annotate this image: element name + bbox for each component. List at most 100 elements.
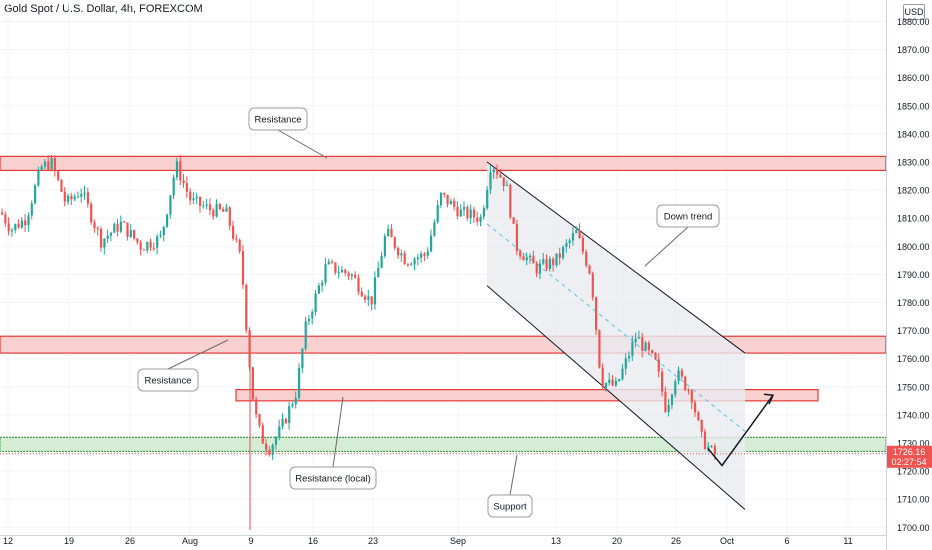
candle-body [373, 277, 377, 305]
candle [486, 186, 489, 210]
candle-body [604, 382, 608, 388]
candle-body [684, 376, 687, 390]
candle [443, 192, 446, 198]
candle [588, 264, 591, 275]
candle [123, 220, 126, 223]
candle [519, 249, 522, 260]
candle-body [545, 259, 548, 269]
candle-body [552, 258, 555, 266]
candle [505, 180, 509, 187]
candle [331, 259, 334, 265]
candle [562, 245, 565, 261]
candle-body [113, 223, 116, 233]
candle [109, 231, 113, 242]
candle-body [24, 220, 27, 226]
candle-body [314, 293, 317, 312]
candle-body [568, 240, 571, 244]
candle-body [291, 404, 294, 407]
projection-arrow [707, 394, 774, 467]
candle [301, 347, 304, 374]
candle-body [331, 261, 334, 263]
candle [43, 159, 47, 170]
down-trend-channel [486, 161, 746, 510]
candle-body [624, 358, 627, 369]
candle-body [542, 259, 545, 264]
price-badge-countdown: 02:27:54 [891, 457, 926, 467]
candle-body [707, 446, 710, 449]
candle [370, 296, 373, 311]
candle-body [532, 255, 535, 264]
candle [86, 187, 89, 208]
candle-body [139, 242, 142, 250]
y-tick-label: 1770.00 [897, 326, 930, 336]
candle [294, 391, 297, 409]
candle-body [529, 255, 532, 258]
candle [538, 259, 542, 280]
currency-badge[interactable]: USD [903, 4, 925, 20]
x-tick-label: 6 [784, 536, 789, 546]
candle [423, 251, 426, 262]
candle [271, 443, 274, 460]
candle [67, 193, 70, 205]
candle-body [133, 230, 136, 239]
candle [93, 219, 96, 233]
candle-body [601, 367, 604, 388]
candle [159, 230, 162, 239]
candle [251, 367, 254, 400]
candle [142, 248, 146, 251]
candle [258, 413, 261, 429]
candle [96, 226, 99, 236]
candle-body [86, 192, 89, 204]
candle [598, 329, 601, 369]
candle [1, 208, 4, 216]
candle [545, 254, 548, 271]
candle-body [172, 177, 175, 196]
candle [245, 283, 248, 334]
candle-body [522, 256, 525, 261]
candle-body [387, 228, 390, 237]
candle [149, 238, 152, 251]
candle [40, 164, 43, 171]
candle-body [301, 348, 304, 369]
candle [664, 386, 667, 413]
candle [37, 166, 40, 188]
candle-body [397, 248, 400, 256]
candle [641, 332, 644, 358]
candle-body [80, 193, 83, 197]
projection-arrow-head [763, 393, 775, 405]
candle [591, 271, 594, 301]
candle-body [509, 184, 512, 218]
candle-body [245, 284, 248, 331]
candle [694, 399, 697, 418]
candle-body [651, 350, 654, 353]
candle [10, 228, 14, 237]
candle-body [535, 263, 538, 274]
candle-body [647, 342, 650, 351]
candle [73, 193, 76, 202]
candle-body [47, 161, 50, 170]
candle-body [439, 192, 443, 206]
candle-body [83, 192, 86, 194]
candle-body [680, 370, 683, 377]
candle [344, 268, 347, 277]
candle-body [195, 196, 198, 199]
candle [499, 168, 502, 179]
candle [288, 401, 291, 430]
candle-body [126, 222, 129, 237]
candle [449, 198, 452, 205]
candle [162, 226, 165, 242]
y-tick-label: 1860.00 [897, 73, 930, 83]
candle-body [443, 192, 446, 195]
candle [228, 206, 231, 231]
candle [347, 271, 350, 280]
candle [274, 435, 278, 450]
candle-body [7, 223, 10, 232]
candle-body [294, 397, 297, 405]
y-tick-label: 1760.00 [897, 354, 930, 364]
candle [687, 388, 690, 395]
channel-upper-line [486, 161, 746, 354]
candle-body [486, 189, 489, 209]
candle [496, 164, 499, 180]
candle [57, 170, 60, 182]
